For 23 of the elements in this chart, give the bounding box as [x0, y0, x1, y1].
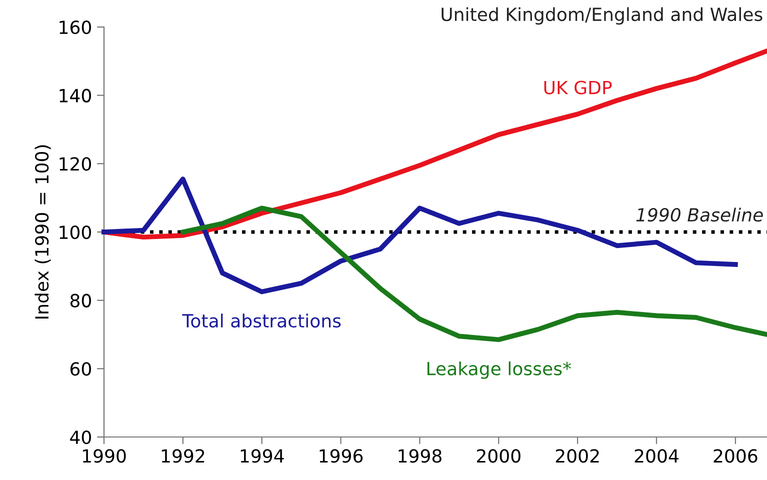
x-tick-label: 1998: [398, 449, 442, 463]
x-tick-label: 2000: [476, 449, 520, 463]
x-tick-label: 1996: [320, 449, 363, 463]
y-tick-label: 60: [70, 362, 91, 376]
y-tick-label: 40: [70, 430, 91, 444]
x-tick-label: 2006: [714, 449, 758, 463]
ref-line-label: 1990 Baseline: [636, 208, 763, 222]
y-tick-label: 140: [60, 88, 91, 102]
line-series: [180, 206, 767, 342]
y-axis-title: Index (1990 = 100): [34, 145, 51, 319]
x-tick-label: 1992: [162, 449, 204, 463]
series-label: UK GDP: [544, 80, 612, 94]
chart-title: United Kingdom/England and Wales: [442, 7, 762, 25]
x-tick-label: 1994: [240, 449, 284, 463]
y-tick-label: 160: [60, 20, 91, 34]
series-label: Total abstractions: [182, 314, 341, 328]
x-tick-label: 1990: [83, 449, 126, 463]
series-label: Leakage losses*: [427, 361, 572, 379]
y-tick-label: 80: [70, 294, 91, 308]
x-tick-label: 2004: [634, 449, 678, 463]
x-tick-label: 2002: [556, 449, 599, 463]
y-tick-label: 120: [60, 157, 91, 171]
y-tick-label: 100: [60, 225, 91, 240]
